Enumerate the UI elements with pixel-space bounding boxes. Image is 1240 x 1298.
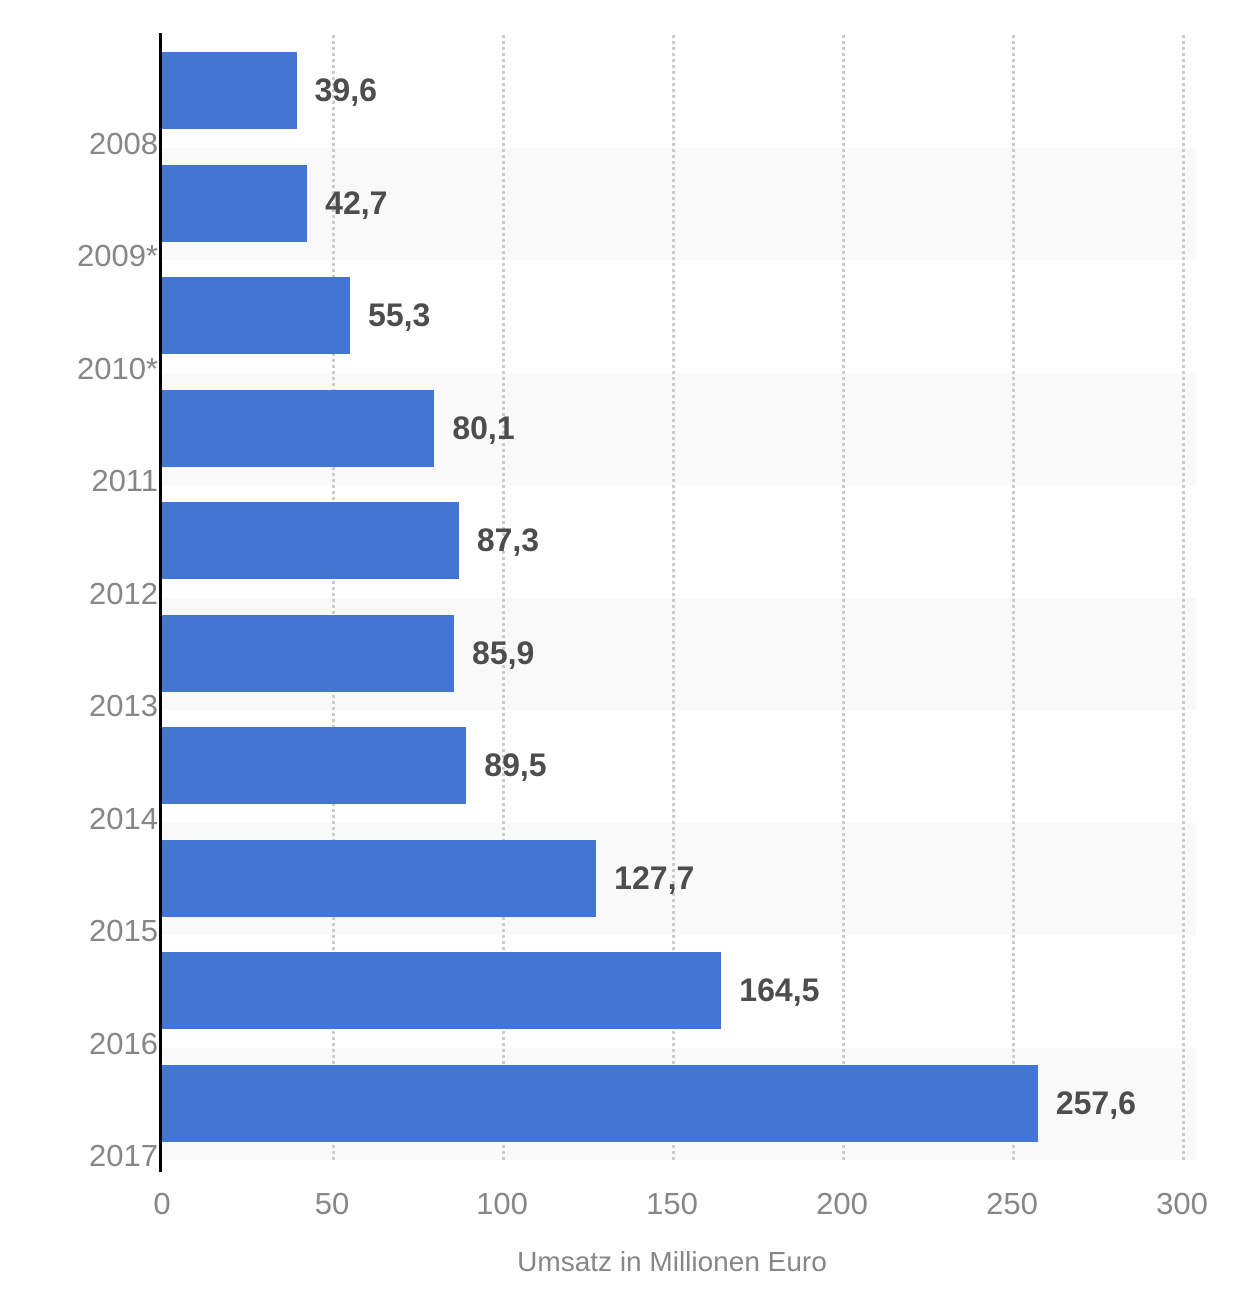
bar-2009[interactable]: [162, 164, 308, 242]
value-label-2014: 89,5: [484, 747, 547, 783]
x-tick-150: 150: [646, 1186, 698, 1221]
x-tick-50: 50: [314, 1186, 350, 1221]
category-label-2009: 2009*: [76, 238, 158, 273]
category-label-2016: 2016: [89, 1025, 158, 1061]
chart-row-2010: 55,3: [162, 260, 1196, 373]
value-label-2013: 85,9: [472, 634, 535, 671]
bar-2017[interactable]: [162, 1064, 1038, 1142]
category-label-2017: 2017: [89, 1138, 158, 1173]
x-tick-100: 100: [476, 1186, 528, 1221]
value-label-2016: 164,5: [739, 972, 820, 1008]
chart-row-2009: 42,7: [162, 147, 1196, 260]
chart-row-2012: 87,3: [162, 485, 1196, 598]
category-label-2013: 2013: [89, 688, 158, 723]
bar-2014[interactable]: [162, 727, 467, 804]
chart-row-2014: 89,5: [162, 710, 1196, 823]
gridline-250: [1012, 35, 1015, 1160]
category-label-2012: 2012: [89, 575, 158, 611]
gridline-50: [332, 35, 335, 1160]
bar-2011[interactable]: [162, 389, 435, 467]
category-label-2008: 2008: [89, 125, 158, 161]
category-label-2010: 2010*: [76, 350, 158, 386]
gridline-100: [502, 35, 505, 1160]
value-label-2009: 42,7: [325, 184, 388, 221]
category-label-2014: 2014: [89, 800, 158, 836]
value-label-2010: 55,3: [368, 297, 431, 333]
value-label-2015: 127,7: [614, 859, 695, 896]
chart-row-2016: 164,5: [162, 935, 1196, 1048]
x-tick-300: 300: [1156, 1186, 1208, 1221]
chart-row-2013: 85,9: [162, 597, 1196, 710]
gridline-150: [672, 35, 675, 1160]
chart-row-2017: 257,6: [162, 1047, 1196, 1160]
value-label-2008: 39,6: [314, 72, 377, 108]
x-axis-title: Umsatz in Millionen Euro: [517, 1246, 827, 1277]
y-axis-line: [159, 33, 162, 1172]
x-tick-200: 200: [816, 1186, 868, 1221]
chart-row-2015: 127,7: [162, 822, 1196, 935]
category-label-2015: 2015: [89, 913, 158, 948]
category-label-2011: 2011: [91, 463, 158, 498]
x-tick-0: 0: [153, 1186, 171, 1221]
bar-2012[interactable]: [162, 502, 459, 579]
chart-row-2008: 39,6: [162, 35, 1196, 148]
gridline-200: [842, 35, 845, 1160]
bar-2008[interactable]: [162, 52, 297, 129]
bar-2010[interactable]: [162, 277, 351, 354]
value-label-2012: 87,3: [476, 522, 540, 558]
value-label-2017: 257,6: [1055, 1084, 1136, 1121]
bar-2013[interactable]: [162, 614, 455, 692]
value-label-2011: 80,1: [452, 409, 515, 446]
bar-2015[interactable]: [162, 839, 597, 917]
plot-area: 39,6 42,7 55,3 80,1 87,3 85,9 89,5 127,7 164,5 25…: [159, 33, 1196, 1172]
bar-2016[interactable]: [162, 952, 722, 1029]
x-tick-250: 250: [986, 1186, 1038, 1221]
gridline-300: [1182, 35, 1185, 1160]
chart-row-2011: 80,1: [162, 372, 1196, 485]
